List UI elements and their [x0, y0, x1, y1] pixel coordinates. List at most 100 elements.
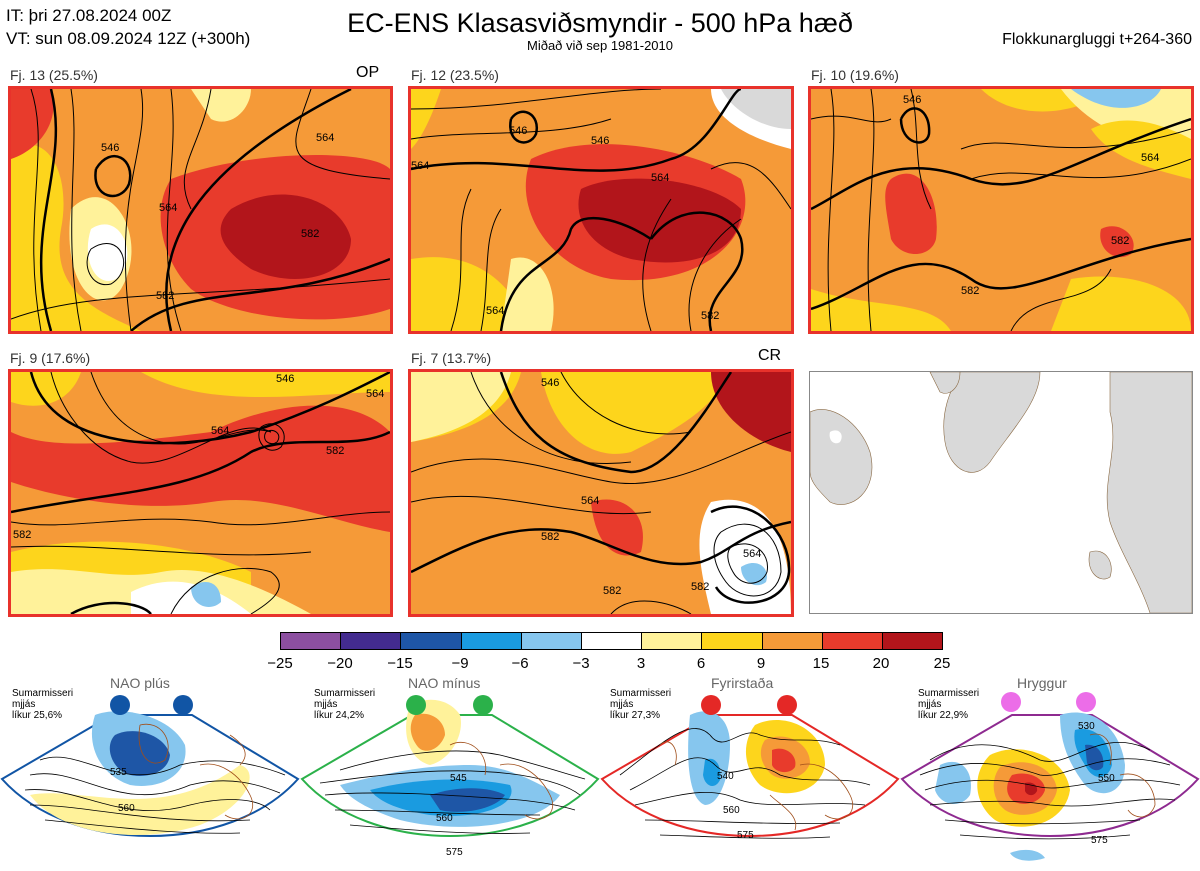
- contour-label: 582: [961, 285, 979, 297]
- contour-label: 564: [366, 388, 384, 400]
- panel-5-tag: CR: [758, 347, 782, 364]
- contour-label: 582: [541, 531, 559, 543]
- cluster-map-3: 546 564 582 582: [808, 86, 1194, 334]
- contour-label: 564: [316, 132, 334, 144]
- contour-label: 575: [446, 847, 463, 858]
- contour-label: 546: [541, 377, 559, 389]
- cluster-map-2: 546 564 564 582 546 564: [408, 86, 794, 334]
- regime-season: Sumarmisseri: [12, 688, 74, 699]
- colorbar-tick: 3: [636, 655, 646, 672]
- contour-label: 540: [717, 771, 734, 782]
- colorbar-swatch: [581, 633, 643, 649]
- colorbar-swatch: [521, 633, 582, 649]
- regime-blocking: Sumarmisseri mjjás líkur 27,3% Fyrirstað…: [600, 675, 900, 871]
- contour-label: 582: [691, 581, 709, 593]
- regime-title: NAO mínus: [408, 675, 481, 691]
- regime-nao-minus: Sumarmisseri mjjás líkur 24,2% NAO mínus…: [300, 675, 600, 871]
- colorbar-swatch: [642, 633, 703, 649]
- contour-label: 564: [651, 172, 669, 184]
- regime-probability: líkur 27,3%: [610, 710, 661, 721]
- regime-months: mjjás: [610, 699, 634, 710]
- contour-label: 560: [118, 803, 135, 814]
- contour-label: 582: [156, 290, 174, 302]
- colorbar: [280, 632, 943, 650]
- contour-label: 575: [1091, 835, 1108, 846]
- regime-title: Fyrirstaða: [711, 675, 774, 691]
- panel-4-label: Fj. 9 (17.6%): [10, 350, 91, 366]
- colorbar-tick: 6: [696, 655, 706, 672]
- contour-label: 530: [1078, 721, 1095, 732]
- base-map: [809, 371, 1193, 614]
- regime-season: Sumarmisseri: [610, 688, 672, 699]
- colorbar-swatch: [401, 633, 462, 649]
- contour-label: 564: [211, 425, 229, 437]
- contour-label: 564: [1141, 152, 1159, 164]
- colorbar-tick: 20: [872, 655, 890, 672]
- regime-title: NAO plús: [110, 675, 170, 691]
- page-title: EC-ENS Klasasviðsmyndir - 500 hPa hæð: [347, 8, 853, 38]
- classification-window: Flokkunargluggi t+264-360: [1002, 31, 1192, 48]
- contour-label: 582: [603, 585, 621, 597]
- regime-probability: líkur 25,6%: [12, 710, 63, 721]
- contour-label: 546: [101, 142, 119, 154]
- colorbar-swatch: [762, 633, 823, 649]
- contour-label: 545: [450, 773, 467, 784]
- colorbar-tick: −25: [267, 655, 293, 672]
- regime-months: mjjás: [314, 699, 338, 710]
- page-subtitle: Miðað við sep 1981-2010: [527, 38, 673, 53]
- contour-label: 546: [903, 94, 921, 106]
- contour-label: 564: [581, 495, 599, 507]
- contour-label: 564: [411, 160, 429, 172]
- regime-title: Hryggur: [1017, 675, 1067, 691]
- contour-label: 564: [486, 305, 504, 317]
- contour-label: 535: [110, 767, 127, 778]
- colorbar-tick: −20: [327, 655, 353, 672]
- contour-label: 582: [13, 529, 31, 541]
- panel-2-label: Fj. 12 (23.5%): [411, 67, 499, 83]
- panel-3-label: Fj. 10 (19.6%): [811, 67, 899, 83]
- colorbar-tick: 9: [756, 655, 766, 672]
- colorbar-tick: −6: [511, 655, 529, 672]
- panel-5-label: Fj. 7 (13.7%): [411, 350, 492, 366]
- colorbar-tick: 25: [933, 655, 951, 672]
- regime-season: Sumarmisseri: [314, 688, 376, 699]
- contour-label: 582: [1111, 235, 1129, 247]
- contour-label: 560: [723, 805, 740, 816]
- colorbar-swatch: [281, 633, 342, 649]
- colorbar-swatch: [341, 633, 402, 649]
- regime-season: Sumarmisseri: [918, 688, 980, 699]
- contour-label: 546: [591, 135, 609, 147]
- regime-ridge: Sumarmisseri mjjás líkur 22,9% Hryggur 5…: [900, 675, 1200, 871]
- cluster-map-1: 546 564 582 564 582: [8, 86, 393, 334]
- colorbar-tick: 15: [812, 655, 830, 672]
- header-info: IT: þri 27.08.2024 00Z VT: sun 08.09.202…: [6, 4, 250, 50]
- cluster-map-5: 546 564 582 564 582 582: [408, 369, 794, 617]
- regime-probability: líkur 22,9%: [918, 710, 969, 721]
- contour-label: 564: [743, 548, 761, 560]
- contour-label: 550: [1098, 773, 1115, 784]
- initial-time: IT: þri 27.08.2024 00Z: [6, 6, 172, 25]
- panel-1-label: Fj. 13 (25.5%): [10, 67, 98, 83]
- cluster-map-4: 564 582 564 582 546: [8, 369, 393, 617]
- contour-label: 564: [159, 202, 177, 214]
- colorbar-tick: −15: [387, 655, 413, 672]
- contour-label: 575: [737, 830, 754, 841]
- valid-time: VT: sun 08.09.2024 12Z (+300h): [6, 29, 251, 48]
- contour-label: 546: [509, 125, 527, 137]
- colorbar-swatch: [702, 633, 763, 649]
- colorbar-tick: −3: [572, 655, 590, 672]
- panel-1-tag: OP: [356, 64, 380, 81]
- colorbar-swatch: [461, 633, 522, 649]
- colorbar-swatch: [882, 633, 943, 649]
- regime-months: mjjás: [918, 699, 942, 710]
- contour-label: 560: [436, 813, 453, 824]
- regime-probability: líkur 24,2%: [314, 710, 365, 721]
- regime-months: mjjás: [12, 699, 36, 710]
- contour-label: 582: [326, 445, 344, 457]
- contour-label: 582: [701, 310, 719, 322]
- contour-label: 582: [301, 228, 319, 240]
- colorbar-swatch: [822, 633, 883, 649]
- contour-label: 546: [276, 373, 294, 385]
- colorbar-tick: −9: [451, 655, 469, 672]
- regime-nao-plus: Sumarmisseri mjjás líkur 25,6% NAO plús …: [0, 675, 300, 871]
